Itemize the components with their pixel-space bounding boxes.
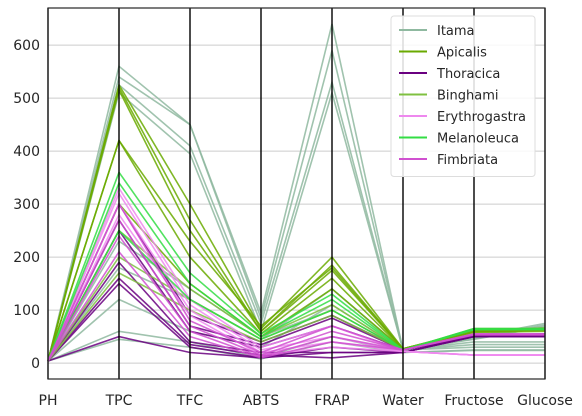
x-tick-label-tfc: TFC <box>176 393 204 409</box>
series-line-thoracica <box>47 229 546 362</box>
legend-label-binghami: Binghami <box>437 89 499 104</box>
x-tick-label-fructose: Fructose <box>444 393 503 409</box>
x-tick-label-abts: ABTS <box>243 393 280 409</box>
x-tick-label-ph: PH <box>39 393 58 409</box>
x-tick-label-water: Water <box>382 393 424 409</box>
legend-label-itama: Itama <box>437 24 475 39</box>
lines-layer <box>47 23 546 362</box>
x-tick-label-frap: FRAP <box>314 393 349 409</box>
series-line-itama <box>47 240 545 362</box>
series-line-erythrogastra <box>47 213 545 362</box>
y-tick-label: 600 <box>13 38 40 54</box>
legend: Itama Apicalis Thoracica Binghami Erythrogas… <box>390 15 536 177</box>
series-line-thoracica <box>47 277 545 362</box>
y-tick-label: 300 <box>13 197 40 213</box>
series-line-itama <box>47 89 546 362</box>
legend-label-erythrogastra: Erythrogastra <box>437 110 526 125</box>
series-line-melanoleuca <box>47 229 545 362</box>
y-tick-label: 0 <box>31 356 40 372</box>
legend-box <box>390 15 536 177</box>
y-tick-label: 200 <box>13 250 40 266</box>
series-line-fimbriata <box>47 250 545 362</box>
y-tick-label: 100 <box>13 303 40 319</box>
legend-label-fimbriata: Fimbriata <box>437 153 498 168</box>
x-tick-label-glucose: Glucose <box>517 393 573 409</box>
legend-label-melanoleuca: Melanoleuca <box>437 132 519 147</box>
x-tick-label-tpc: TPC <box>105 393 133 409</box>
legend-label-apicalis: Apicalis <box>437 46 487 61</box>
series-line-itama <box>47 298 545 362</box>
y-tick-label: 500 <box>13 91 40 107</box>
legend-label-thoracica: Thoracica <box>436 67 500 82</box>
series-line-apicalis <box>47 202 546 362</box>
labels-layer: 0 100 200 300 400 500 600 PH TPC TFC ABTS FRAP Water… <box>13 38 573 409</box>
series-line-binghami <box>47 229 545 362</box>
axes-layer <box>47 7 546 380</box>
y-tick-label: 400 <box>13 144 40 160</box>
grid-layer <box>48 44 545 364</box>
series-line-thoracica <box>47 335 545 362</box>
plot-frame <box>47 7 546 380</box>
